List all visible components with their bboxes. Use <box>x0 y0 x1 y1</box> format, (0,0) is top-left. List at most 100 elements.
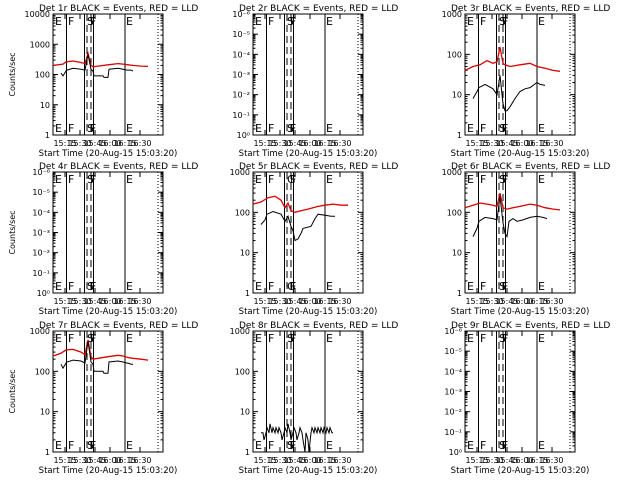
panel-det-2: Det 2r BLACK = Events, RED = LLD 10⁰ 10⁻¹ 1… <box>232 4 398 159</box>
y-tick-label: 10 <box>240 408 250 417</box>
panel-title: Det 1r BLACK = Events, RED = LLD <box>39 4 198 14</box>
panel-det-7: Det 7r BLACK = Events, RED = LLD 1 10 100 10… <box>8 321 198 476</box>
x-tick-label: 15:15 <box>465 297 488 306</box>
y-tick-label: 10⁻⁶ <box>232 10 250 19</box>
panel-title: Det 4r BLACK = Events, RED = LLD <box>39 162 198 172</box>
marker-letter-top: E <box>538 332 545 345</box>
x-tick-label: 16:15 <box>113 297 136 306</box>
marker-letter-bottom: F <box>68 122 74 135</box>
x-tick-label: 16:15 <box>525 297 548 306</box>
panel-title: Det 3r BLACK = Events, RED = LLD <box>451 4 610 14</box>
y-tick-label: 10 <box>452 91 462 100</box>
marker-letter-top: F <box>68 173 74 186</box>
y-tick-label: 10⁰ <box>37 289 50 298</box>
x-tick-label: 16:15 <box>525 456 548 465</box>
series-line-1 <box>261 423 333 453</box>
marker-letter-top: E <box>538 15 545 28</box>
marker-letter-top: F <box>268 15 274 28</box>
x-axis-label: Start Time (20-Aug-15 15:03:20) <box>451 307 590 317</box>
y-tick-label: 100 <box>235 367 250 376</box>
marker-letter-bottom: S <box>87 122 94 135</box>
x-axis-label: Start Time (20-Aug-15 15:03:20) <box>39 149 178 159</box>
x-tick-label: 16:30 <box>128 297 151 306</box>
y-tick-label: 10 <box>452 249 462 258</box>
plot-frame <box>252 171 364 294</box>
y-axis-label: Counts/sec <box>8 52 17 96</box>
x-axis-label: Start Time (20-Aug-15 15:03:20) <box>451 466 590 476</box>
x-tick-label: 16:00 <box>98 297 121 306</box>
marker-letter-bottom: F <box>480 439 486 452</box>
marker-letter-top: F <box>502 332 508 345</box>
x-tick-label: 15:15 <box>53 139 76 148</box>
marker-letter-top: F <box>68 15 74 28</box>
y-tick-label: 10⁰ <box>449 448 462 457</box>
marker-letter-top: E <box>55 332 62 345</box>
y-tick-label: 10⁻⁴ <box>444 367 462 376</box>
marker-letter-top: S <box>87 332 94 345</box>
marker-letter-bottom: S <box>499 439 506 452</box>
y-tick-label: 100 <box>235 208 250 217</box>
marker-letter-bottom: E <box>255 122 262 135</box>
x-tick-label: 15:15 <box>253 297 276 306</box>
plot-frame <box>252 13 364 136</box>
plot-frame <box>52 330 164 453</box>
x-tick-label: 15:45 <box>83 456 106 465</box>
x-tick-label: 15:45 <box>283 139 306 148</box>
marker-letter-bottom: S <box>287 439 294 452</box>
marker-letter-top: E <box>467 15 474 28</box>
marker-letter-bottom: F <box>480 122 486 135</box>
x-tick-label: 16:00 <box>298 139 321 148</box>
marker-letter-bottom: F <box>68 280 74 293</box>
x-tick-label: 15:45 <box>283 297 306 306</box>
x-tick-label: 16:30 <box>128 456 151 465</box>
panel-det-3: Det 3r BLACK = Events, RED = LLD 1 10 100 10… <box>442 4 611 159</box>
marker-letter-bottom: F <box>502 280 508 293</box>
y-tick-label: 10000 <box>25 10 50 19</box>
x-tick-label: 15:15 <box>465 456 488 465</box>
x-tick-label: 16:30 <box>540 139 563 148</box>
y-tick-label: 10⁻⁶ <box>32 168 50 177</box>
x-tick-label: 16:00 <box>510 139 533 148</box>
marker-letter-top: E <box>255 332 262 345</box>
y-tick-label: 10⁻² <box>444 408 462 417</box>
x-tick-label: 15:45 <box>495 297 518 306</box>
y-tick-label: 1 <box>457 131 462 140</box>
series-line-2 <box>472 196 548 239</box>
marker-letter-bottom: E <box>538 280 545 293</box>
x-tick-label: 16:15 <box>113 139 136 148</box>
x-tick-label: 16:15 <box>313 297 336 306</box>
marker-letter-top: F <box>480 15 486 28</box>
marker-letter-top: F <box>290 173 296 186</box>
y-tick-label: 10⁻¹ <box>232 111 250 120</box>
x-axis-label: Start Time (20-Aug-15 15:03:20) <box>239 466 378 476</box>
x-axis-label: Start Time (20-Aug-15 15:03:20) <box>239 307 378 317</box>
y-axis-label: Counts/sec <box>8 210 17 254</box>
x-tick-label: 15:30 <box>68 456 91 465</box>
plot-frame <box>252 330 364 453</box>
marker-letter-top: E <box>467 173 474 186</box>
series-line-2 <box>260 210 335 242</box>
marker-letter-bottom: S <box>87 439 94 452</box>
marker-letter-bottom: E <box>255 280 262 293</box>
marker-letter-bottom: F <box>68 439 74 452</box>
y-tick-label: 10⁻¹ <box>32 269 50 278</box>
y-tick-label: 10⁻⁵ <box>232 30 250 39</box>
x-tick-label: 15:15 <box>53 456 76 465</box>
marker-letter-bottom: F <box>90 439 96 452</box>
marker-letter-bottom: S <box>499 280 506 293</box>
y-tick-label: 100 <box>447 50 462 59</box>
x-tick-label: 16:30 <box>328 456 351 465</box>
marker-letter-bottom: G <box>287 280 296 293</box>
marker-letter-bottom: E <box>467 122 474 135</box>
plot-frame <box>464 171 576 294</box>
marker-letter-bottom: E <box>55 122 62 135</box>
x-tick-label: 15:45 <box>495 139 518 148</box>
marker-letter-top: S <box>499 15 506 28</box>
y-tick-label: 10⁻² <box>232 91 250 100</box>
marker-letter-bottom: F <box>290 439 296 452</box>
marker-letter-top: F <box>290 332 296 345</box>
y-axis-label: Counts/sec <box>8 369 17 413</box>
x-tick-label: 15:15 <box>253 456 276 465</box>
x-tick-label: 15:45 <box>83 139 106 148</box>
